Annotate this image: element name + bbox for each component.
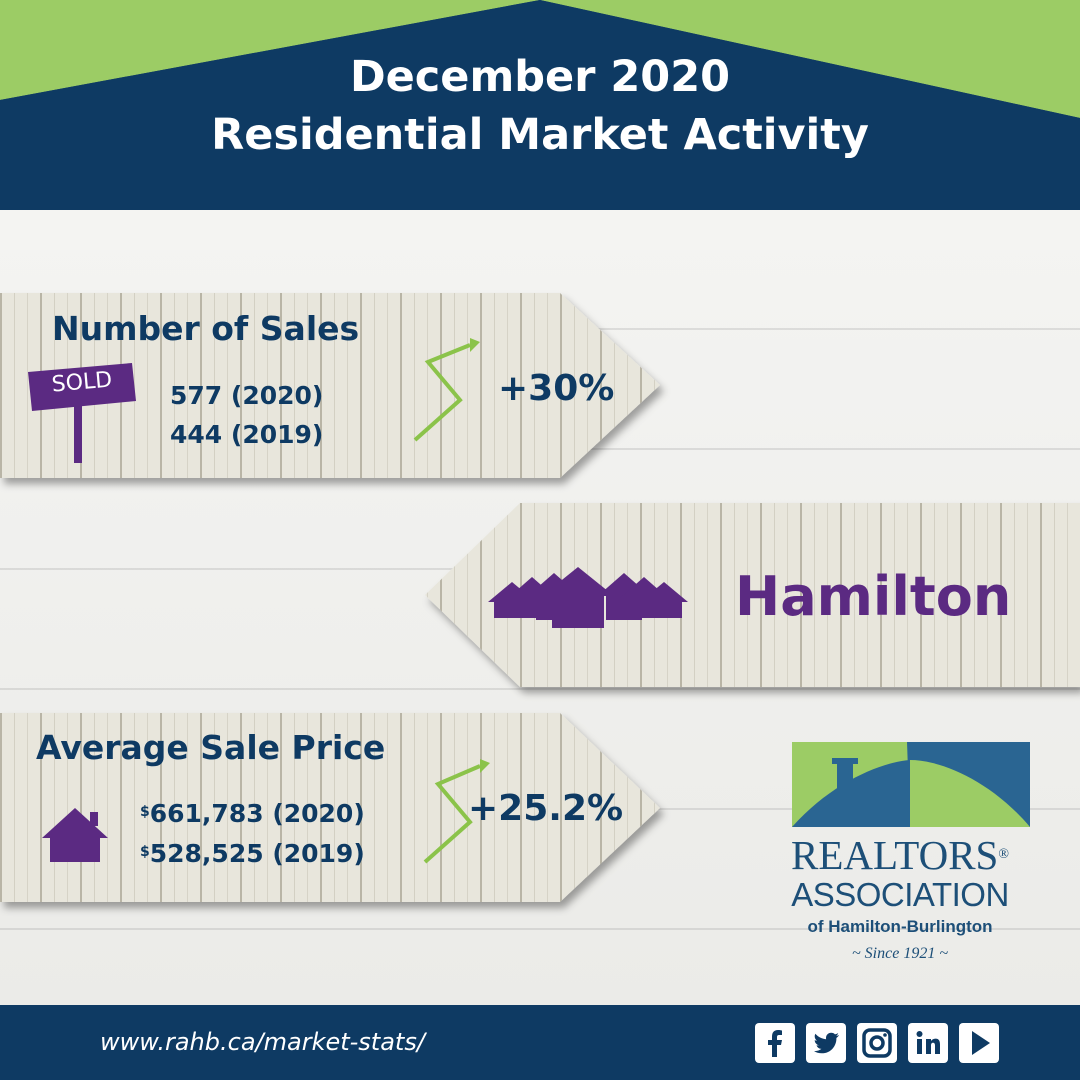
region-name: Hamilton xyxy=(735,565,1012,628)
region-sign-board xyxy=(425,503,1080,687)
registered-mark: ® xyxy=(998,847,1009,862)
price-change: +25.2% xyxy=(468,788,624,829)
logo-line-1: REALTORS® xyxy=(770,833,1030,877)
sales-sign-board xyxy=(0,293,660,478)
price-value-2019-text: 528,525 (2019) xyxy=(149,839,365,868)
sales-value-2019: 444 (2019) xyxy=(170,420,324,449)
house-icon xyxy=(42,808,108,862)
price-value-2020: $661,783 (2020) xyxy=(140,798,365,830)
sales-label: Number of Sales xyxy=(52,309,360,348)
sales-value-2020: 577 (2020) xyxy=(170,381,324,410)
instagram-icon[interactable] xyxy=(857,1023,897,1063)
price-value-2020-text: 661,783 (2020) xyxy=(149,799,365,828)
price-sign-board xyxy=(0,713,660,902)
title-line-2: Residential Market Activity xyxy=(211,110,869,160)
logo-line-3: of Hamilton-Burlington xyxy=(807,917,993,936)
sold-sign-icon xyxy=(28,363,136,463)
title-line-1: December 2020 xyxy=(349,52,731,102)
sales-change: +30% xyxy=(498,368,615,409)
realtors-logo-graphic xyxy=(792,742,1030,827)
logo-realtors: REALTORS xyxy=(791,832,999,878)
price-trend-arrow-icon xyxy=(423,759,490,864)
price-label: Average Sale Price xyxy=(36,728,386,767)
footer-bar xyxy=(0,1005,1080,1080)
currency-symbol: $ xyxy=(140,804,150,820)
roof-graphic xyxy=(0,0,1080,210)
currency-symbol: $ xyxy=(140,844,150,860)
logo-since: ~ Since 1921 ~ xyxy=(852,945,948,962)
market-stats-link[interactable]: www.rahb.ca/market-stats/ xyxy=(100,1028,425,1056)
price-value-2019: $528,525 (2019) xyxy=(140,838,365,870)
youtube-icon[interactable] xyxy=(959,1023,999,1063)
page-title: December 2020 Residential Market Activit… xyxy=(0,48,1080,164)
logo-line-2: ASSOCIATION xyxy=(791,876,1009,913)
linkedin-icon[interactable] xyxy=(908,1023,948,1063)
sales-trend-arrow-icon xyxy=(413,338,480,442)
houses-icon xyxy=(488,567,688,628)
twitter-icon[interactable] xyxy=(806,1023,846,1063)
facebook-icon[interactable] xyxy=(755,1023,795,1063)
